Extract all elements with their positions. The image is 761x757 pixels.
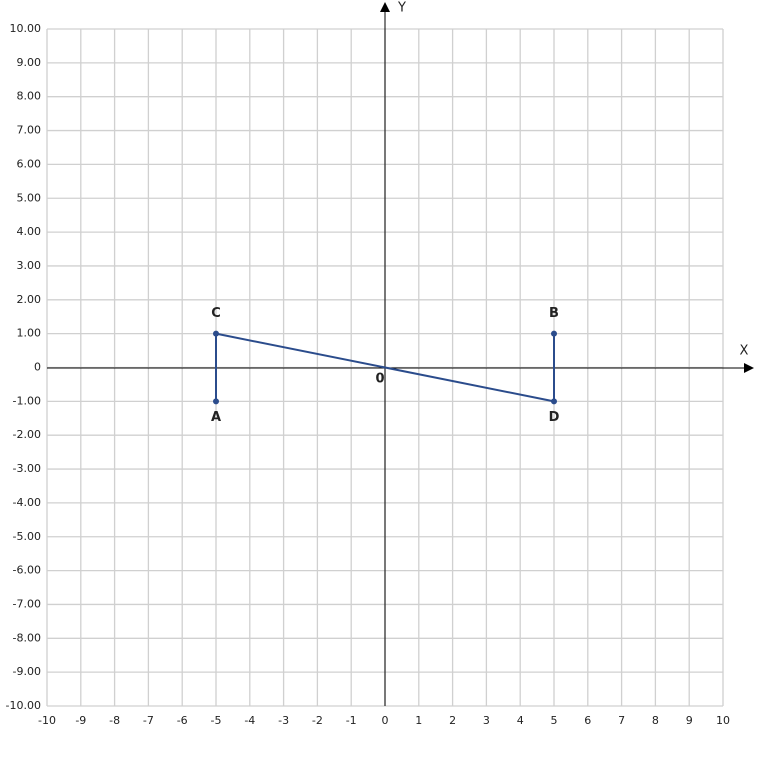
segment-path [215,332,555,403]
x-tick-label: -10 [38,714,56,727]
y-tick-label: 3.00 [17,259,42,272]
x-tick-label: 3 [483,714,490,727]
y-tick-label: 6.00 [17,157,42,170]
x-tick-label: 2 [449,714,456,727]
y-tick-label: 2.00 [17,293,42,306]
x-tick-label: 7 [618,714,625,727]
x-tick-label: -2 [312,714,323,727]
origin-label: 0 [375,372,384,387]
y-tick-label: 8.00 [17,90,42,103]
y-tick-label: -10.00 [6,699,41,712]
x-tick-label: 0 [382,714,389,727]
y-tick-label: 9.00 [17,56,42,69]
y-tick-label: 5.00 [17,191,42,204]
point [213,398,219,405]
point [551,330,557,337]
x-tick-label: -9 [75,714,86,727]
y-tick-label: 10.00 [10,22,42,35]
x-tick-label: 5 [551,714,558,727]
y-tick-label: -7.00 [13,597,41,610]
y-tick-label: -3.00 [13,462,41,475]
x-tick-label: 9 [686,714,693,727]
x-tick-label: -3 [278,714,289,727]
x-tick-label: -7 [143,714,154,727]
y-tick-label: -6.00 [13,564,41,577]
point-label: D [549,410,560,425]
y-axis-label: Y [397,1,406,16]
point [213,330,219,337]
y-tick-label: -4.00 [13,496,41,509]
x-tick-label: 6 [584,714,591,727]
y-tick-label: -1.00 [13,394,41,407]
y-tick-label: 0 [34,361,41,374]
y-tick-label: -5.00 [13,530,41,543]
x-tick-label: 4 [517,714,524,727]
point-label: A [211,410,221,425]
y-tick-label: -2.00 [13,428,41,441]
x-tick-label: -1 [346,714,357,727]
x-axis-label: X [740,344,749,359]
x-tick-label: -6 [177,714,188,727]
y-tick-label: 7.00 [17,124,42,137]
y-tick-label: -9.00 [13,665,41,678]
x-tick-label: -5 [211,714,222,727]
point-label: C [211,306,221,321]
x-tick-label: -8 [109,714,120,727]
x-tick-label: -4 [244,714,255,727]
y-tick-label: 1.00 [17,327,42,340]
x-tick-label: 1 [415,714,422,727]
x-tick-label: 8 [652,714,659,727]
point [551,398,557,405]
point-label: B [549,306,559,321]
x-tick-label: 10 [716,714,730,727]
y-tick-label: -8.00 [13,631,41,644]
y-tick-label: 4.00 [17,225,42,238]
